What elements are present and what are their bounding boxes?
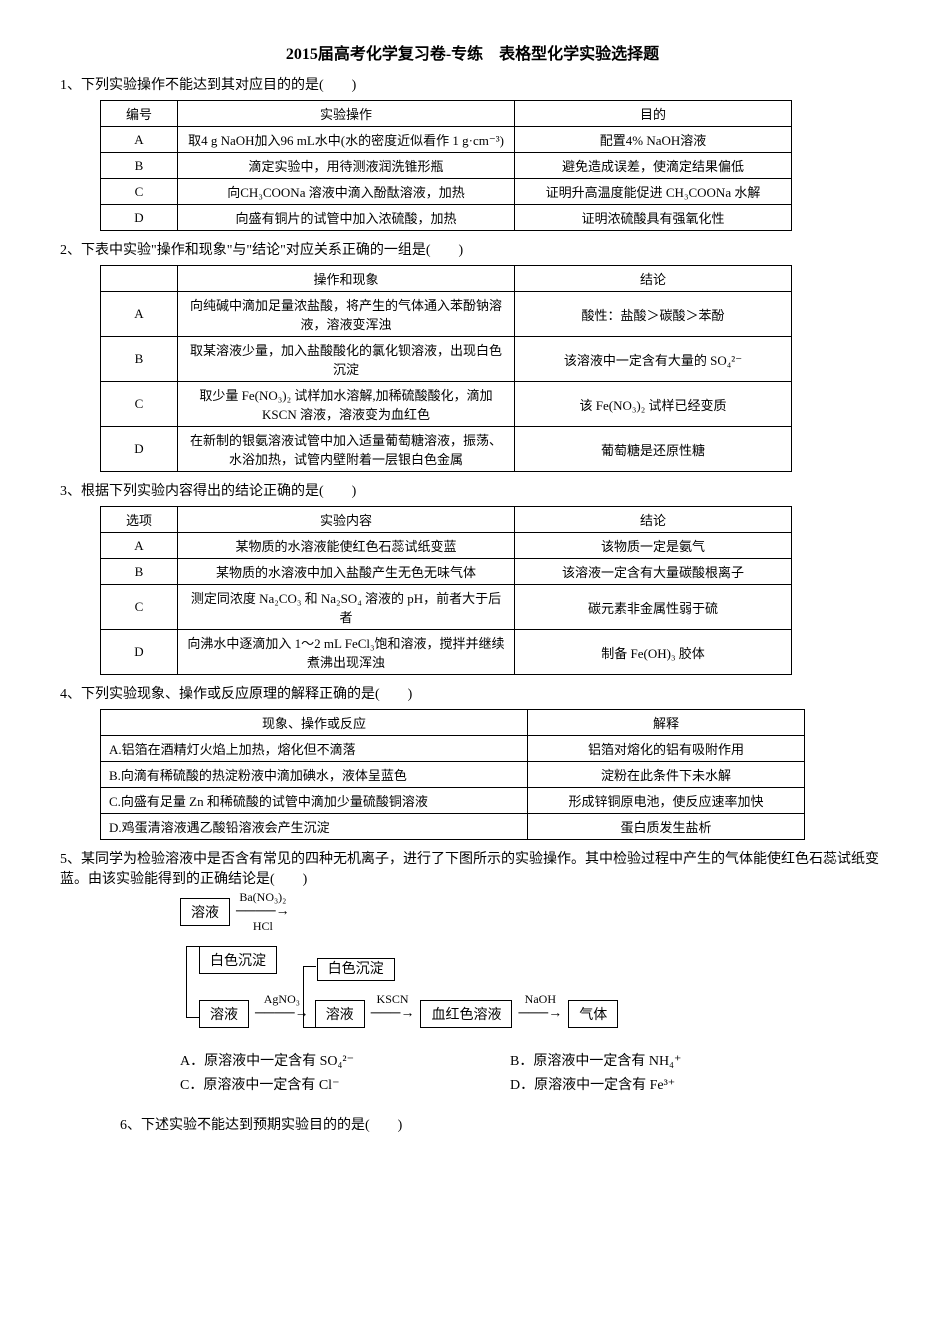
flow-box-sol3: 溶液 — [315, 1000, 365, 1028]
q1-r3c0: D — [101, 205, 178, 231]
q3-h2: 结论 — [515, 507, 792, 533]
q4-stem: 4、下列实验现象、操作或反应原理的解释正确的是( ) — [60, 683, 885, 703]
flow-box-white1: 白色沉淀 — [199, 946, 277, 974]
flow-arrow-4: NaOH ───→ — [512, 1006, 568, 1022]
q3-r3c0: D — [101, 630, 178, 675]
q3-r0c0: A — [101, 533, 178, 559]
flow-box-start: 溶液 — [180, 898, 230, 926]
q5-opt-d: D．原溶液中一定含有 Fe³⁺ — [510, 1074, 840, 1094]
q2-r1c0: B — [101, 337, 178, 382]
flow-box-sol2: 溶液 — [199, 1000, 249, 1028]
flow-label-hcl: HCl — [253, 919, 273, 934]
q2-r2c2: 该 Fe(NO₃)₂ 试样已经变质 — [515, 382, 792, 427]
q4-r2c1: 形成锌铜原电池，使反应速率加快 — [528, 788, 805, 814]
q1-stem: 1、下列实验操作不能达到其对应目的的是( ) — [60, 74, 885, 94]
q3-r3c2: 制备 Fe(OH)₃ 胶体 — [515, 630, 792, 675]
q1-r3c1: 向盛有铜片的试管中加入浓硫酸，加热 — [178, 205, 515, 231]
flow-label-agno3: AgNO₃ — [264, 992, 300, 1007]
q2-h0 — [101, 266, 178, 292]
q3-h0: 选项 — [101, 507, 178, 533]
q1-r0c0: A — [101, 127, 178, 153]
q1-r2c0: C — [101, 179, 178, 205]
q2-r1c2: 该溶液中一定含有大量的 SO₄²⁻ — [515, 337, 792, 382]
q2-h1: 操作和现象 — [178, 266, 515, 292]
q5-opt-a: A．原溶液中一定含有 SO₄²⁻ — [180, 1050, 510, 1070]
q3-r1c1: 某物质的水溶液中加入盐酸产生无色无味气体 — [178, 559, 515, 585]
flow-box-gas: 气体 — [568, 1000, 618, 1028]
page-title: 2015届高考化学复习卷-专练 表格型化学实验选择题 — [60, 40, 885, 64]
q2-r3c0: D — [101, 427, 178, 472]
q4-h0: 现象、操作或反应 — [101, 710, 528, 736]
q2-r0c1: 向纯碱中滴加足量浓盐酸，将产生的气体通入苯酚钠溶液，溶液变浑浊 — [178, 292, 515, 337]
q2-stem: 2、下表中实验"操作和现象"与"结论"对应关系正确的一组是( ) — [60, 239, 885, 259]
q2-r3c2: 葡萄糖是还原性糖 — [515, 427, 792, 472]
flow-arrow-3: KSCN ───→ — [365, 1006, 421, 1022]
q3-r1c0: B — [101, 559, 178, 585]
q2-r0c0: A — [101, 292, 178, 337]
q2-r3c1: 在新制的银氨溶液试管中加入适量葡萄糖溶液，振荡、水浴加热，试管内壁附着一层银白色… — [178, 427, 515, 472]
q2-h2: 结论 — [515, 266, 792, 292]
q1-h1: 实验操作 — [178, 101, 515, 127]
q5-stem: 5、某同学为检验溶液中是否含有常见的四种无机离子，进行了下图所示的实验操作。其中… — [60, 848, 885, 888]
q1-r2c1: 向CH₃COONa 溶液中滴入酚酞溶液，加热 — [178, 179, 515, 205]
q1-r1c0: B — [101, 153, 178, 179]
q1-table: 编号 实验操作 目的 A 取4 g NaOH加入96 mL水中(水的密度近似看作… — [100, 100, 792, 231]
q2-table: 操作和现象 结论 A 向纯碱中滴加足量浓盐酸，将产生的气体通入苯酚钠溶液，溶液变… — [100, 265, 792, 472]
q5-options: A．原溶液中一定含有 SO₄²⁻ B．原溶液中一定含有 NH₄⁺ C．原溶液中一… — [180, 1050, 885, 1094]
q1-r1c2: 避免造成误差，使滴定结果偏低 — [515, 153, 792, 179]
q1-h0: 编号 — [101, 101, 178, 127]
q4-r0c1: 铝箔对熔化的铝有吸附作用 — [528, 736, 805, 762]
q3-stem: 3、根据下列实验内容得出的结论正确的是( ) — [60, 480, 885, 500]
q4-table: 现象、操作或反应 解释 A.铝箔在酒精灯火焰上加热，熔化但不滴落 铝箔对熔化的铝… — [100, 709, 805, 840]
q4-r1c0: B.向滴有稀硫酸的热淀粉液中滴加碘水，液体呈蓝色 — [101, 762, 528, 788]
q3-r0c1: 某物质的水溶液能使红色石蕊试纸变蓝 — [178, 533, 515, 559]
flow-arrow-1: Ba(NO₃)₂ ────→ HCl — [230, 904, 296, 920]
q1-r0c1: 取4 g NaOH加入96 mL水中(水的密度近似看作 1 g·cm⁻³) — [178, 127, 515, 153]
q3-r2c2: 碳元素非金属性弱于硫 — [515, 585, 792, 630]
flow-box-white2: 白色沉淀 — [317, 958, 395, 981]
q3-r0c2: 该物质一定是氨气 — [515, 533, 792, 559]
flow-box-red: 血红色溶液 — [420, 1000, 512, 1028]
q1-r0c2: 配置4% NaOH溶液 — [515, 127, 792, 153]
q3-h1: 实验内容 — [178, 507, 515, 533]
q1-r1c1: 滴定实验中，用待测液润洗锥形瓶 — [178, 153, 515, 179]
q4-r2c0: C.向盛有足量 Zn 和稀硫酸的试管中滴加少量硫酸铜溶液 — [101, 788, 528, 814]
q3-table: 选项 实验内容 结论 A 某物质的水溶液能使红色石蕊试纸变蓝 该物质一定是氨气 … — [100, 506, 792, 675]
q1-h2: 目的 — [515, 101, 792, 127]
q2-r2c1: 取少量 Fe(NO₃)₂ 试样加水溶解,加稀硫酸酸化，滴加 KSCN 溶液，溶液… — [178, 382, 515, 427]
q2-r1c1: 取某溶液少量，加入盐酸酸化的氯化钡溶液，出现白色沉淀 — [178, 337, 515, 382]
q5-opt-b: B．原溶液中一定含有 NH₄⁺ — [510, 1050, 840, 1070]
q4-r3c1: 蛋白质发生盐析 — [528, 814, 805, 840]
q4-r0c0: A.铝箔在酒精灯火焰上加热，熔化但不滴落 — [101, 736, 528, 762]
q3-r1c2: 该溶液一定含有大量碳酸根离子 — [515, 559, 792, 585]
q3-r2c0: C — [101, 585, 178, 630]
q2-r2c0: C — [101, 382, 178, 427]
q1-r3c2: 证明浓硫酸具有强氧化性 — [515, 205, 792, 231]
q3-r2c1: 测定同浓度 Na₂CO₃ 和 Na₂SO₄ 溶液的 pH，前者大于后者 — [178, 585, 515, 630]
q5-opt-c: C．原溶液中一定含有 Cl⁻ — [180, 1074, 510, 1094]
q2-r0c2: 酸性：盐酸＞碳酸＞苯酚 — [515, 292, 792, 337]
flow-label-kscn: KSCN — [377, 992, 409, 1007]
q4-h1: 解释 — [528, 710, 805, 736]
flow-label-naoh: NaOH — [525, 992, 556, 1007]
q1-r2c2: 证明升高温度能促进 CH₃COONa 水解 — [515, 179, 792, 205]
flow-label-ba: Ba(NO₃)₂ — [239, 890, 286, 905]
q5-flowchart: 溶液 Ba(NO₃)₂ ────→ HCl 白色沉淀 溶液 AgNO₃ ────… — [180, 898, 885, 1040]
q4-r1c1: 淀粉在此条件下未水解 — [528, 762, 805, 788]
q3-r3c1: 向沸水中逐滴加入 1～2 mL FeCl₃饱和溶液，搅拌并继续煮沸出现浑浊 — [178, 630, 515, 675]
q6-stem: 6、下述实验不能达到预期实验目的的是( ) — [120, 1114, 885, 1134]
q4-r3c0: D.鸡蛋清溶液遇乙酸铅溶液会产生沉淀 — [101, 814, 528, 840]
